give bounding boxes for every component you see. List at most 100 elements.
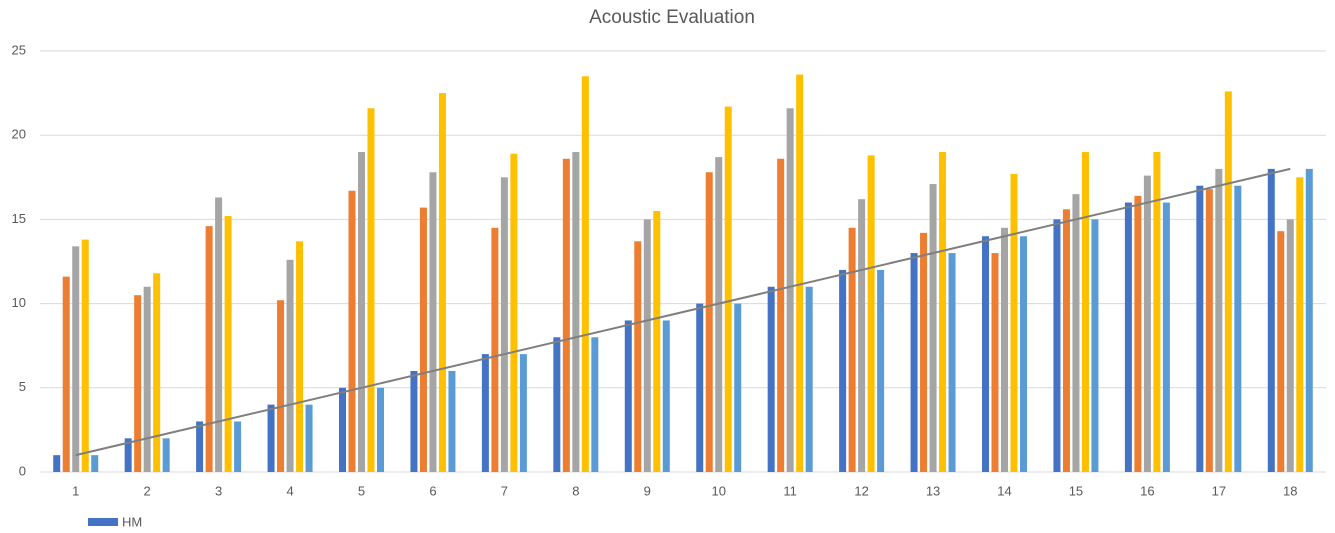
bar xyxy=(448,371,455,472)
bar xyxy=(591,337,598,472)
bar xyxy=(696,304,703,472)
bar xyxy=(858,199,865,472)
x-tick-label: 17 xyxy=(1212,483,1226,498)
bar xyxy=(510,154,517,472)
bar xyxy=(734,304,741,472)
y-tick-label: 5 xyxy=(19,379,26,394)
bar xyxy=(1144,176,1151,472)
bar xyxy=(563,159,570,472)
x-tick-label: 5 xyxy=(358,483,365,498)
x-tick-label: 18 xyxy=(1283,483,1297,498)
bar xyxy=(349,191,356,472)
bar xyxy=(868,155,875,472)
bar xyxy=(144,287,151,472)
bar xyxy=(1011,174,1018,472)
x-tick-label: 15 xyxy=(1069,483,1083,498)
bar xyxy=(806,287,813,472)
y-tick-label: 20 xyxy=(12,127,26,142)
legend-swatch xyxy=(88,518,118,526)
bar xyxy=(787,108,794,472)
x-tick-label: 7 xyxy=(501,483,508,498)
x-tick-label: 16 xyxy=(1140,483,1154,498)
bar xyxy=(277,300,284,472)
bar xyxy=(72,246,79,472)
x-tick-label: 1 xyxy=(72,483,79,498)
bar xyxy=(53,455,60,472)
bar xyxy=(429,172,436,472)
bar xyxy=(1001,228,1008,472)
bar xyxy=(63,277,70,472)
x-tick-label: 10 xyxy=(711,483,725,498)
y-tick-label: 0 xyxy=(19,463,26,478)
bar xyxy=(153,273,160,472)
bar xyxy=(296,241,303,472)
x-tick-label: 12 xyxy=(854,483,868,498)
bar xyxy=(930,184,937,472)
bar xyxy=(725,107,732,472)
bar xyxy=(82,240,89,472)
bar xyxy=(163,438,170,472)
bar xyxy=(234,421,241,472)
bar xyxy=(663,320,670,472)
bar xyxy=(1082,152,1089,472)
bar xyxy=(839,270,846,472)
bar xyxy=(91,455,98,472)
bar xyxy=(849,228,856,472)
page: {"chart_data": {"type": "bar", "title": … xyxy=(0,0,1335,533)
x-tick-label: 8 xyxy=(572,483,579,498)
x-tick-label: 4 xyxy=(286,483,293,498)
bar xyxy=(377,388,384,472)
bar xyxy=(796,75,803,472)
bar xyxy=(877,270,884,472)
bar xyxy=(634,241,641,472)
x-tick-label: 13 xyxy=(926,483,940,498)
trendline xyxy=(76,169,1291,455)
bar xyxy=(1234,186,1241,472)
bar xyxy=(1296,177,1303,472)
bar xyxy=(572,152,579,472)
bar xyxy=(1134,196,1141,472)
y-tick-label: 10 xyxy=(12,295,26,310)
bar xyxy=(768,287,775,472)
bar xyxy=(949,253,956,472)
bar xyxy=(920,233,927,472)
bar xyxy=(520,354,527,472)
x-tick-label: 2 xyxy=(144,483,151,498)
bar xyxy=(206,226,213,472)
bar xyxy=(553,337,560,472)
bar xyxy=(715,157,722,472)
x-tick-label: 11 xyxy=(783,483,797,498)
bar xyxy=(225,216,232,472)
bar xyxy=(939,152,946,472)
x-tick-label: 14 xyxy=(997,483,1011,498)
bar xyxy=(1163,203,1170,472)
chart: Acoustic Evaluation 05101520251234567891… xyxy=(0,0,1335,533)
bar xyxy=(420,208,427,472)
bar xyxy=(410,371,417,472)
bar xyxy=(482,354,489,472)
bar xyxy=(215,198,222,472)
bar xyxy=(1196,186,1203,472)
bar xyxy=(653,211,660,472)
bar xyxy=(1306,169,1313,472)
bar xyxy=(339,388,346,472)
bar xyxy=(1091,219,1098,472)
bar xyxy=(911,253,918,472)
bar xyxy=(1268,169,1275,472)
bar xyxy=(1277,231,1284,472)
bar xyxy=(306,405,313,472)
y-tick-label: 15 xyxy=(12,211,26,226)
chart-title: Acoustic Evaluation xyxy=(589,7,755,28)
bar xyxy=(1125,203,1132,472)
legend-label: HM xyxy=(122,514,142,529)
bar xyxy=(1287,219,1294,472)
y-tick-label: 25 xyxy=(12,42,26,57)
bar xyxy=(287,260,294,472)
bar xyxy=(1225,91,1232,472)
bar xyxy=(1206,189,1213,472)
bar xyxy=(134,295,141,472)
bar xyxy=(358,152,365,472)
bar xyxy=(491,228,498,472)
bar xyxy=(439,93,446,472)
x-tick-label: 3 xyxy=(215,483,222,498)
